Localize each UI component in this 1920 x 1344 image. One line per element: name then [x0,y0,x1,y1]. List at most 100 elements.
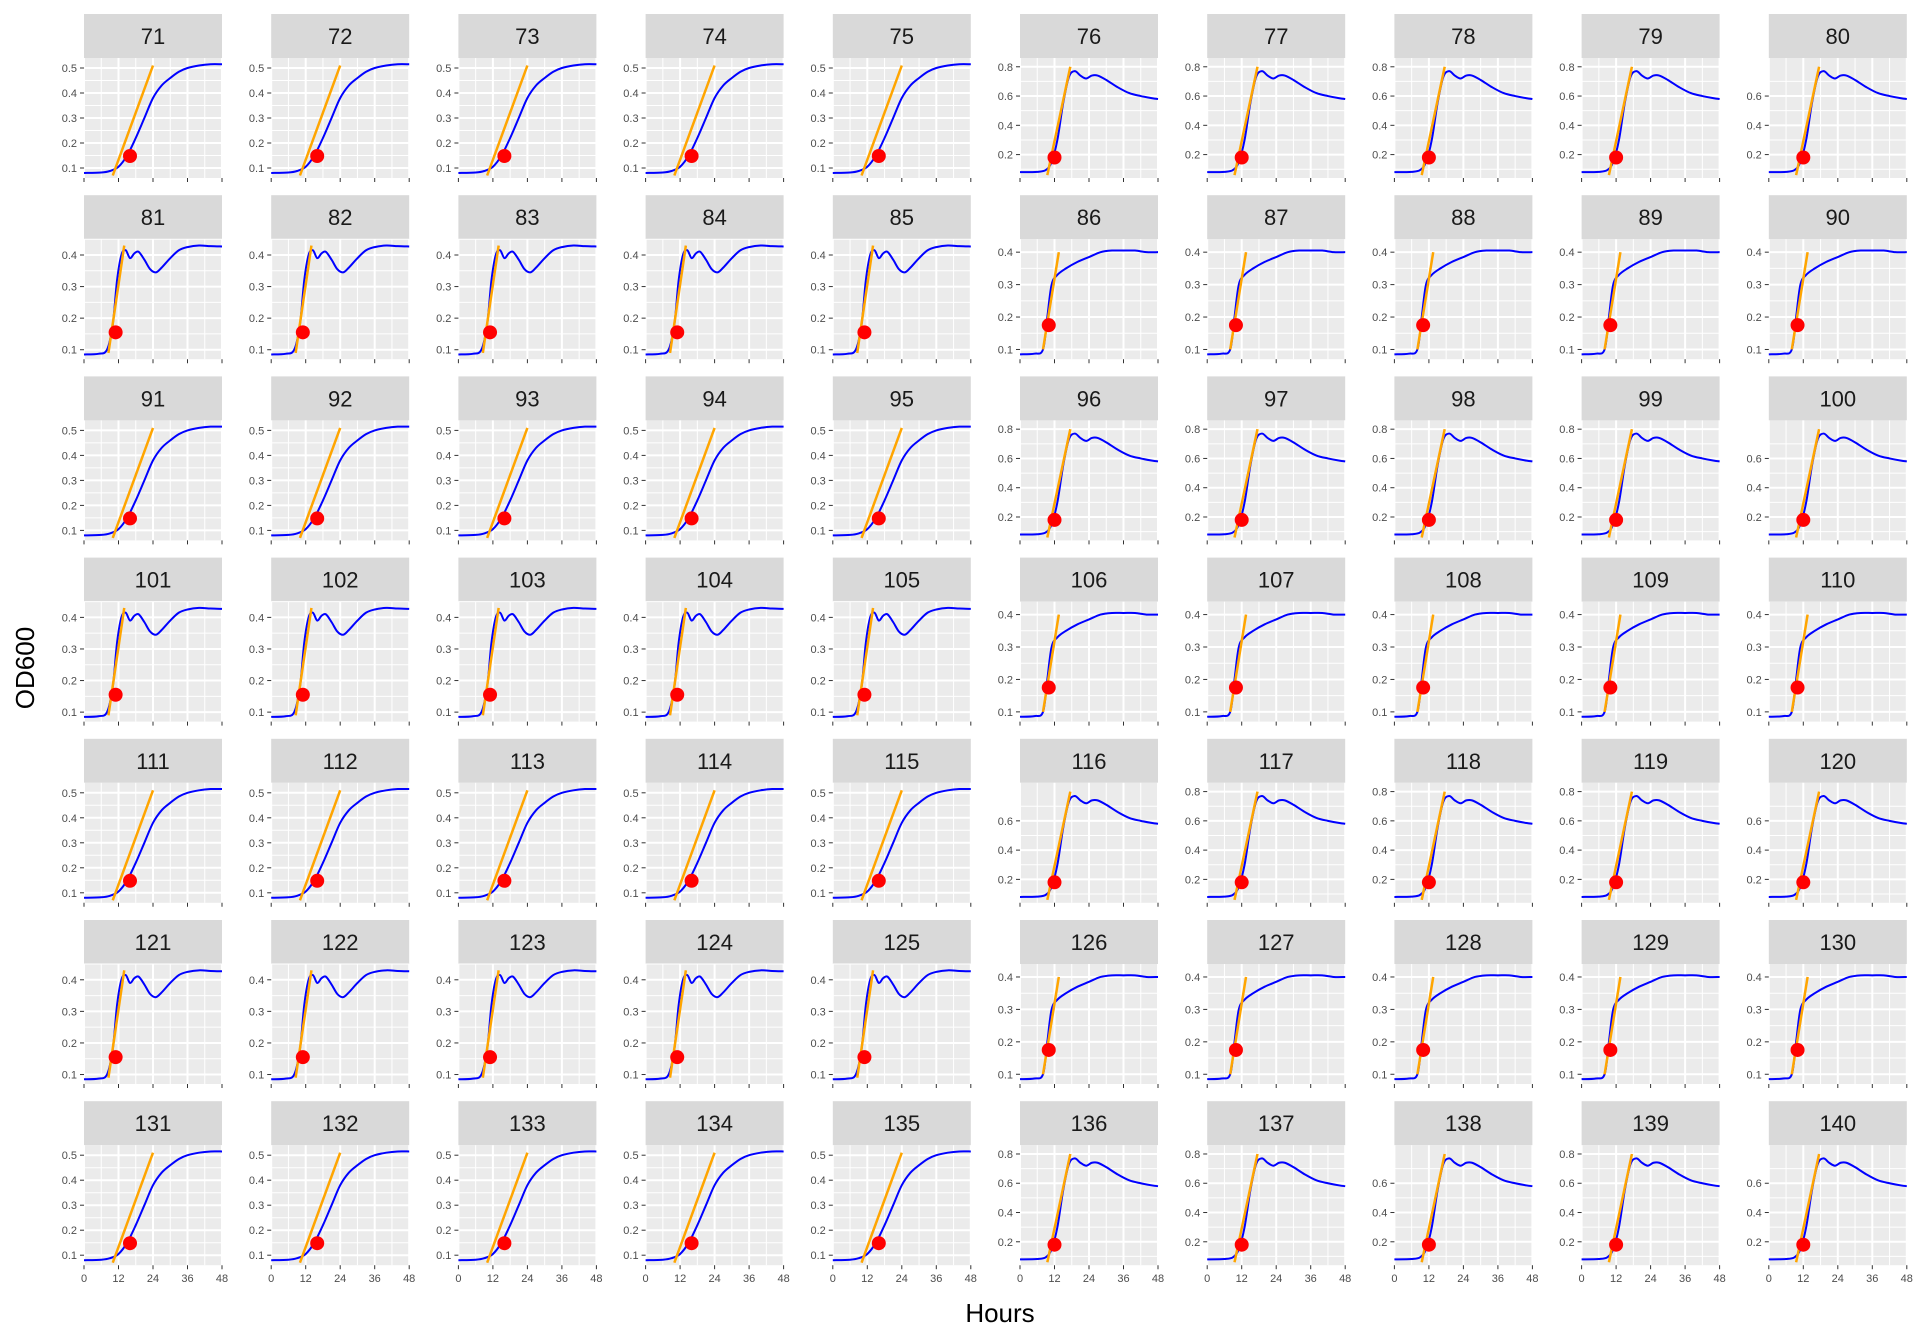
inflection-point [1609,875,1624,890]
facet-strip-label: 117 [1259,749,1294,774]
inflection-point [1421,512,1436,527]
y-tick-label: 0.6 [998,453,1013,465]
facet-panel-132: 132 0.1 0.2 0.3 0.4 0.5 0 12 24 36 48 [249,1101,415,1285]
y-tick-label: 0.3 [62,282,77,294]
y-tick-label: 0.3 [623,644,638,656]
inflection-point [1790,680,1805,695]
inflection-point [684,1236,699,1251]
y-tick-label: 0.2 [436,500,451,512]
y-tick-label: 0.1 [249,163,264,175]
y-tick-label: 0.4 [1559,610,1574,622]
facet-strip [1020,195,1158,240]
y-tick-label: 0.6 [1747,91,1762,103]
inflection-point [857,687,872,702]
inflection-point [1041,680,1056,695]
facet-panel-134: 134 0.1 0.2 0.3 0.4 0.5 0 12 24 36 48 [623,1101,790,1285]
facet-strip [84,738,222,783]
y-tick-label: 0.8 [1559,62,1574,74]
facet-panel-73: 73 0.1 0.2 0.3 0.4 0.5 [436,14,598,182]
facet-strip-label: 98 [1451,386,1475,411]
y-tick-label: 0.5 [62,63,77,75]
y-tick-label: 0.4 [436,612,451,624]
facet-panel-121: 121 0.1 0.2 0.3 0.4 [62,920,223,1088]
facet-strip [1581,920,1720,964]
y-tick-label: 0.2 [1559,512,1574,524]
facet-strip [458,376,597,421]
facet-strip [832,14,971,58]
facet-strip-label: 78 [1451,24,1475,49]
y-tick-label: 0.2 [998,512,1013,524]
y-tick-label: 0.5 [62,1150,77,1162]
y-tick-label: 0.4 [1372,610,1387,622]
x-tick-label: 24 [521,1273,533,1285]
y-tick-label: 0.4 [249,250,264,262]
growth-curve [271,63,410,174]
x-tick-label: 0 [268,1273,274,1285]
facet-strip-label: 93 [515,386,539,411]
inflection-point [1796,1237,1811,1252]
y-tick-label: 0.3 [811,475,826,487]
y-tick-label: 0.3 [1747,1004,1762,1016]
y-tick-label: 0.1 [1747,344,1762,356]
facet-strip [458,920,597,964]
inflection-point [310,1236,325,1251]
y-tick-label: 0.3 [249,838,264,850]
inflection-point [295,687,310,702]
x-tick-label: 0 [1391,1273,1397,1285]
y-tick-label: 0.2 [1372,1237,1387,1249]
y-tick-label: 0.3 [623,1200,638,1212]
inflection-point [123,1236,137,1251]
facet-strip-label: 88 [1451,205,1475,230]
y-tick-label: 0.2 [1747,874,1762,886]
y-tick-label: 0.1 [1372,344,1387,356]
facet-panel-79: 79 0.2 0.4 0.6 0.8 [1559,14,1721,182]
y-tick-label: 0.4 [811,1175,826,1187]
facet-strip-label: 100 [1819,386,1856,411]
y-tick-label: 0.6 [1372,91,1387,103]
facet-panel-131: 131 0.1 0.2 0.3 0.4 0.5 0 12 24 36 48 [62,1101,228,1285]
x-tick-label: 12 [1236,1273,1248,1285]
y-tick-label: 0.4 [1372,247,1387,259]
facet-panel-125: 125 0.1 0.2 0.3 0.4 [811,920,972,1088]
facet-panel-128: 128 0.1 0.2 0.3 0.4 [1372,920,1534,1088]
y-tick-label: 0.8 [1372,62,1387,74]
facet-strip-label: 134 [696,1111,733,1136]
facet-panel-101: 101 0.1 0.2 0.3 0.4 [62,557,223,726]
y-tick-label: 0.8 [998,62,1013,74]
inflection-point [497,149,512,163]
facet-panel-102: 102 0.1 0.2 0.3 0.4 [249,557,411,726]
tangent-line [111,427,155,539]
y-tick-label: 0.2 [1747,150,1762,162]
y-tick-label: 0.5 [249,63,264,75]
tangent-line [673,65,716,176]
y-tick-label: 0.1 [1559,344,1574,356]
y-tick-label: 0.2 [1185,1037,1200,1049]
inflection-point [483,1050,498,1065]
y-tick-label: 0.3 [623,838,638,850]
y-tick-label: 0.1 [249,1070,264,1082]
inflection-point [123,149,137,163]
y-tick-label: 0.4 [623,250,638,262]
facet-panel-103: 103 0.1 0.2 0.3 0.4 [436,557,598,726]
tangent-line [1790,614,1809,713]
facet-strip-label: 94 [702,386,726,411]
y-tick-label: 0.3 [436,838,451,850]
y-tick-label: 0.3 [811,113,826,125]
inflection-point [108,687,123,702]
y-tick-label: 0.1 [249,525,264,537]
inflection-point [1603,318,1618,333]
y-tick-label: 0.1 [249,707,264,719]
y-tick-label: 0.1 [436,1070,451,1082]
y-tick-label: 0.3 [623,475,638,487]
y-tick-label: 0.2 [1185,150,1200,162]
y-tick-label: 0.1 [436,888,451,900]
y-tick-label: 0.4 [1747,483,1762,495]
y-tick-label: 0.4 [998,610,1013,622]
y-tick-label: 0.4 [1559,247,1574,259]
facet-strip-label: 135 [883,1111,920,1136]
facet-strip-label: 84 [702,205,726,230]
inflection-point [108,325,123,340]
facet-strip-label: 97 [1264,386,1288,411]
inflection-point [684,873,699,888]
facet-panel-104: 104 0.1 0.2 0.3 0.4 [623,557,785,726]
